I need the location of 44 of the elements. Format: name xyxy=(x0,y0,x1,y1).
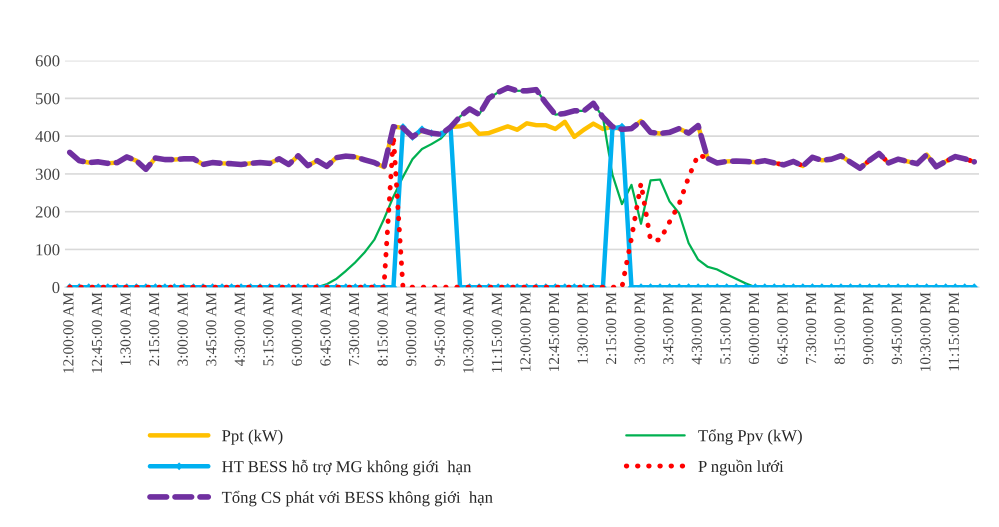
x-tick-label: 9:45:00 AM xyxy=(434,292,445,366)
legend-label: P nguồn lưới xyxy=(698,460,784,476)
y-tick-label: 500 xyxy=(36,93,60,104)
x-tick-label: 3:00:00 AM xyxy=(177,292,188,366)
x-tick-label: 9:45:00 PM xyxy=(892,292,902,364)
x-tick-label: 11:15:00 PM xyxy=(948,292,960,370)
y-tick-label: 100 xyxy=(36,244,60,256)
y-tick-label: 0 xyxy=(52,282,60,294)
y-tick-label: 600 xyxy=(36,55,60,67)
x-tick-label: 12:45:00 PM xyxy=(548,292,560,371)
legend-label: Ppt (kW) xyxy=(222,430,282,445)
x-tick-label: 7:30:00 AM xyxy=(348,292,360,366)
x-tick-label: 3:45:00 PM xyxy=(663,292,674,364)
x-tick-label: 4:30:00 PM xyxy=(692,292,702,364)
x-tick-label: 6:00:00 AM xyxy=(292,292,302,366)
y-tick-label: 300 xyxy=(36,168,60,180)
x-tick-label: 3:00:00 PM xyxy=(634,292,645,364)
x-tick-label: 4:30:00 AM xyxy=(234,292,245,366)
x-tick-label: 10:30:00 PM xyxy=(920,292,931,371)
x-tick-label: 6:45:00 PM xyxy=(777,292,788,364)
x-tick-label: 3:45:00 AM xyxy=(206,292,216,366)
x-tick-label: 6:00:00 PM xyxy=(748,292,760,364)
x-tick-label: 1:30:00 PM xyxy=(577,292,588,364)
legend-label: Tổng Ppv (kW) xyxy=(698,429,802,445)
x-tick-label: 12:00:00 PM xyxy=(520,292,531,371)
x-tick-label: 6:45:00 AM xyxy=(320,292,331,366)
x-tick-label: 5:15:00 PM xyxy=(720,292,731,364)
legend-label: HT BESS hỗ trợ MG không giới hạn xyxy=(222,460,472,476)
x-tick-label: 2:15:00 AM xyxy=(148,292,160,366)
x-tick-label: 7:30:00 PM xyxy=(806,292,816,364)
x-tick-label: 12:45:00 AM xyxy=(92,292,102,373)
x-tick-label: 11:15:00 AM xyxy=(492,292,502,372)
x-tick-label: 5:15:00 AM xyxy=(263,292,274,366)
y-tick-label: 200 xyxy=(36,206,60,218)
x-tick-label: 12:00:00 AM xyxy=(63,292,74,373)
x-tick-label: 10:30:00 AM xyxy=(463,292,474,373)
y-tick-label: 400 xyxy=(35,130,60,142)
legend-label: Tổng CS phát với BESS không giới hạn xyxy=(222,490,493,506)
x-tick-label: 8:15:00 AM xyxy=(377,292,388,366)
x-tick-label: 9:00:00 AM xyxy=(406,292,416,366)
x-tick-label: 2:15:00 PM xyxy=(606,292,616,364)
x-tick-label: 9:00:00 PM xyxy=(863,292,874,364)
x-tick-label: 8:15:00 PM xyxy=(834,292,845,364)
x-tick-label: 1:30:00 AM xyxy=(120,292,131,366)
